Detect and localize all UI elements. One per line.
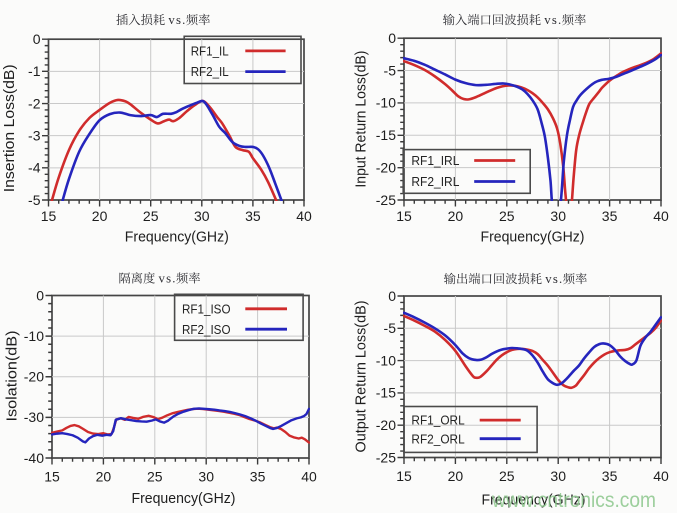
- svg-text:Isolation(dB): Isolation(dB): [5, 331, 21, 422]
- svg-text:-4: -4: [28, 160, 41, 176]
- svg-text:35: 35: [250, 469, 266, 485]
- svg-text:RF1_IRL: RF1_IRL: [411, 153, 459, 168]
- svg-text:Frequency(GHz): Frequency(GHz): [125, 229, 229, 246]
- svg-text:-2: -2: [28, 95, 41, 111]
- svg-text:25: 25: [499, 468, 515, 484]
- svg-text:40: 40: [301, 469, 317, 485]
- svg-text:vs.: vs.: [159, 272, 176, 286]
- svg-text:-5: -5: [384, 320, 397, 336]
- svg-text:30: 30: [198, 469, 214, 485]
- svg-text:RF1_IL: RF1_IL: [191, 44, 229, 59]
- svg-text:-15: -15: [376, 385, 396, 401]
- svg-text:15: 15: [396, 208, 412, 224]
- svg-text:0: 0: [33, 31, 41, 47]
- svg-text:40: 40: [296, 208, 312, 224]
- svg-text:-30: -30: [24, 409, 44, 425]
- svg-text:Frequency(GHz): Frequency(GHz): [481, 229, 585, 246]
- svg-text:vs.: vs.: [544, 13, 561, 27]
- svg-text:15: 15: [41, 208, 57, 224]
- svg-text:RF2_ORL: RF2_ORL: [411, 431, 464, 446]
- svg-text:30: 30: [550, 208, 566, 224]
- svg-text:-1: -1: [28, 63, 41, 79]
- svg-text:vs.: vs.: [168, 13, 185, 27]
- svg-text:-3: -3: [28, 127, 41, 143]
- svg-text:Insertion Loss(dB): Insertion Loss(dB): [2, 64, 18, 192]
- svg-text:RF1_ORL: RF1_ORL: [411, 413, 464, 428]
- svg-text:www.cntronics.com: www.cntronics.com: [491, 489, 656, 512]
- svg-text:40: 40: [653, 468, 669, 484]
- svg-text:Frequency(GHz): Frequency(GHz): [132, 490, 236, 507]
- svg-text:-20: -20: [376, 159, 396, 175]
- svg-text:-10: -10: [24, 328, 44, 344]
- svg-text:25: 25: [499, 208, 515, 224]
- svg-text:25: 25: [143, 208, 159, 224]
- svg-text:-5: -5: [28, 192, 41, 208]
- svg-text:0: 0: [388, 288, 396, 304]
- svg-text:-20: -20: [24, 369, 44, 385]
- svg-text:Frequency(GHz): Frequency(GHz): [482, 492, 586, 509]
- svg-text:0: 0: [36, 287, 44, 303]
- svg-text:20: 20: [96, 469, 112, 485]
- svg-text:RF2_IRL: RF2_IRL: [411, 174, 459, 189]
- svg-text:RF2_IL: RF2_IL: [191, 64, 229, 79]
- svg-text:Output Return Loss(dB): Output Return Loss(dB): [353, 301, 369, 453]
- svg-text:-25: -25: [376, 192, 396, 208]
- svg-text:-20: -20: [376, 417, 396, 433]
- svg-text:-25: -25: [376, 449, 396, 465]
- svg-text:15: 15: [396, 468, 412, 484]
- svg-text:Input Return Loss(dB): Input Return Loss(dB): [353, 51, 369, 188]
- svg-text:-10: -10: [376, 352, 396, 368]
- svg-text:20: 20: [92, 208, 108, 224]
- svg-text:15: 15: [44, 469, 60, 485]
- svg-text:-5: -5: [384, 62, 397, 78]
- svg-text:RF2_ISO: RF2_ISO: [182, 322, 231, 337]
- svg-text:35: 35: [245, 208, 261, 224]
- svg-text:40: 40: [653, 208, 669, 224]
- svg-text:35: 35: [602, 468, 618, 484]
- svg-text:20: 20: [448, 468, 464, 484]
- svg-text:-40: -40: [24, 450, 44, 466]
- svg-text:-10: -10: [376, 95, 396, 111]
- svg-text:RF1_ISO: RF1_ISO: [182, 301, 231, 316]
- svg-text:0: 0: [388, 30, 396, 46]
- svg-text:25: 25: [147, 469, 163, 485]
- svg-text:-15: -15: [376, 127, 396, 143]
- svg-text:vs.: vs.: [545, 272, 562, 286]
- svg-text:35: 35: [602, 208, 618, 224]
- svg-text:20: 20: [448, 208, 464, 224]
- svg-text:30: 30: [550, 468, 566, 484]
- svg-text:30: 30: [194, 208, 210, 224]
